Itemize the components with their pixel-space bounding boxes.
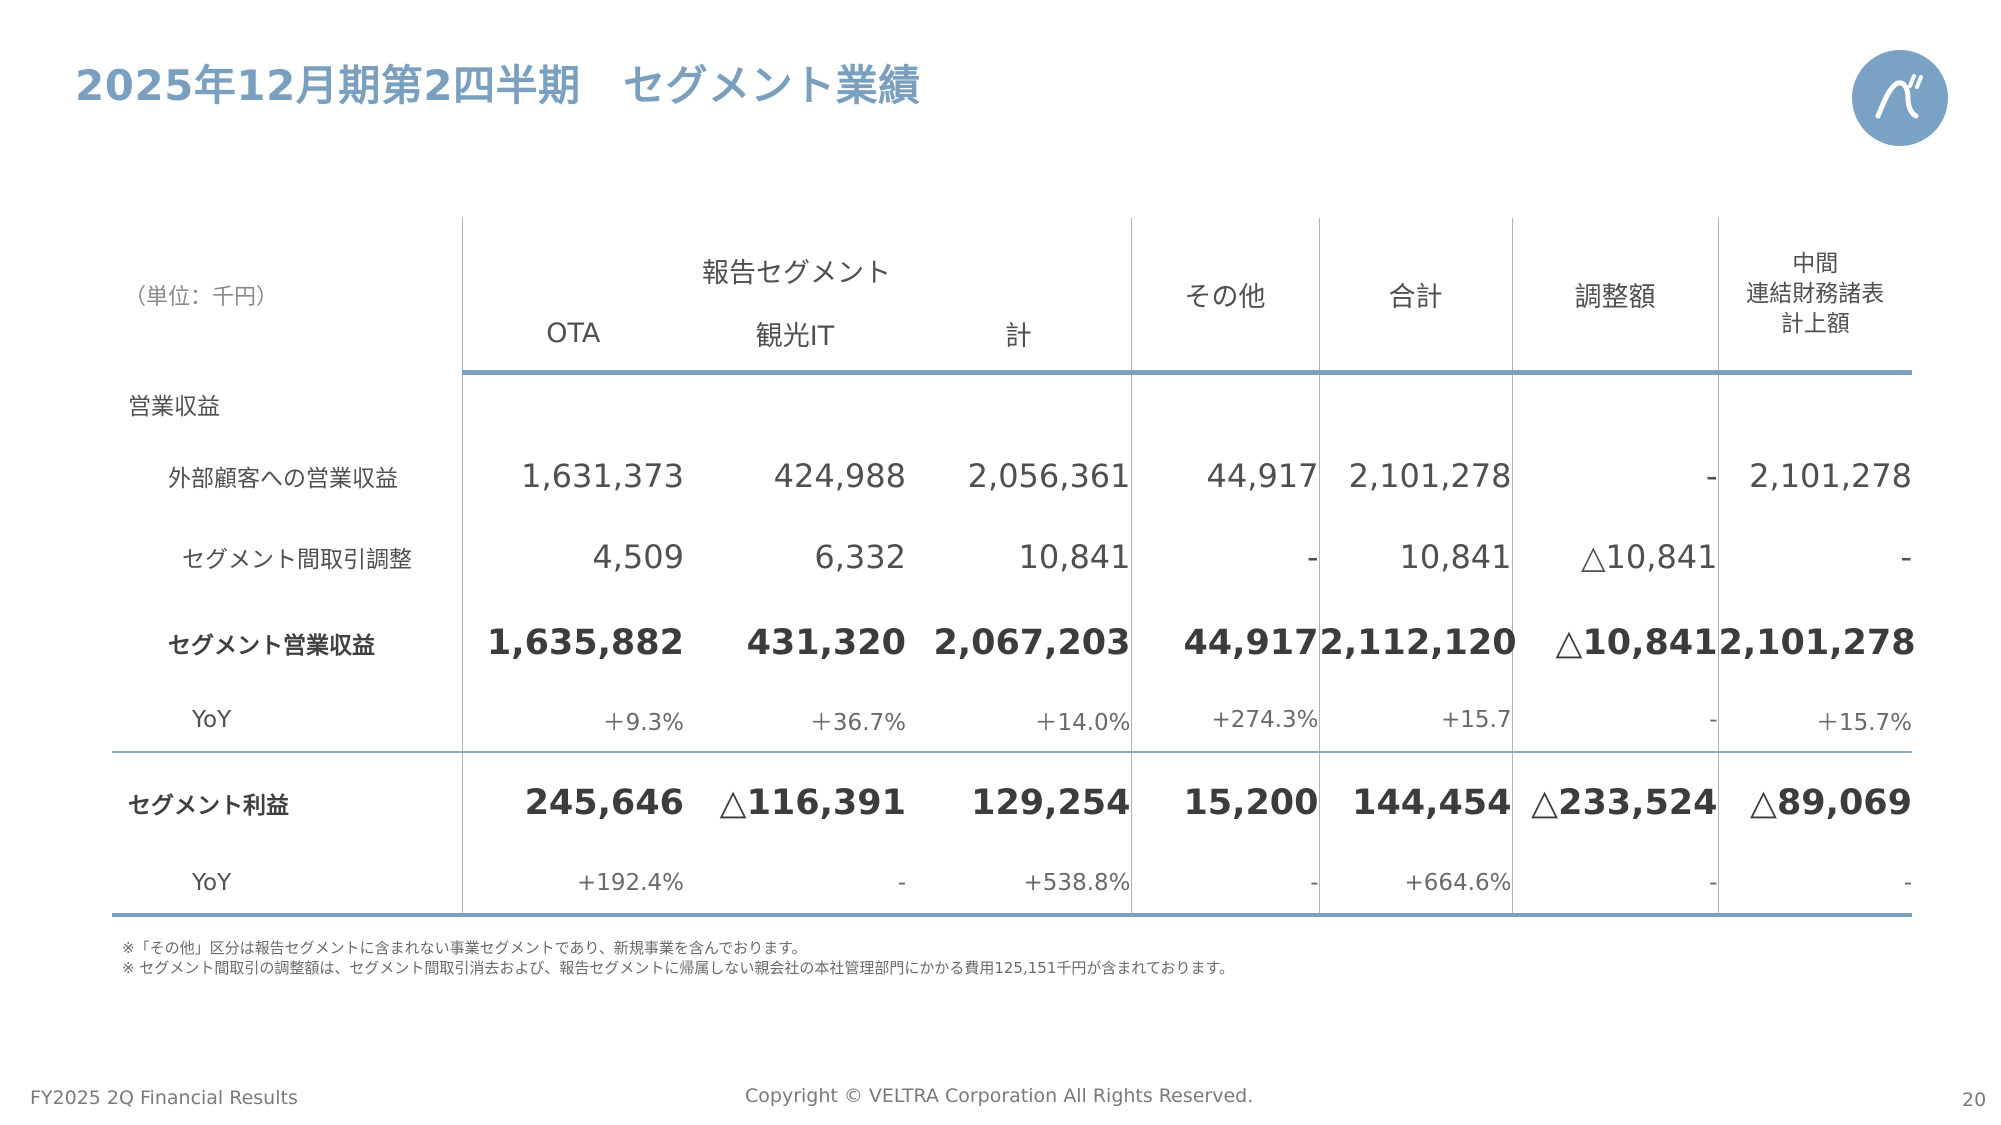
row-label: 外部顧客への営業収益: [168, 466, 398, 492]
cell-goukei: 2,112,120: [1318, 597, 1517, 689]
table-row: YoY +192.4% - +538.8% - +664.6% - -: [112, 853, 1913, 917]
cell-chouseigaku: -: [1511, 853, 1719, 917]
row-label: セグメント営業収益: [168, 633, 375, 659]
row-label: セグメント間取引調整: [182, 547, 412, 573]
table-row: 外部顧客への営業収益 1,631,373 424,988 2,056,361 4…: [112, 435, 1913, 517]
cell-kanko-it: -: [684, 853, 906, 917]
header-chukan-line3: 計上額: [1780, 311, 1850, 337]
cell-goukei: +15.7: [1318, 689, 1513, 753]
cell-sonota: 15,200: [1130, 752, 1320, 853]
header-sub-row: OTA 観光IT 計: [112, 296, 1912, 375]
cell-chukan: 2,101,278: [1717, 597, 1916, 689]
cell-kei: 2,056,361: [967, 457, 1131, 495]
header-sonota: その他: [1130, 218, 1320, 375]
section-label-revenue: 営業収益: [128, 393, 220, 420]
header-chouseigaku: 調整額: [1511, 218, 1719, 375]
cell-chouseigaku: -: [1511, 435, 1719, 517]
footnote: ※「その他」区分は報告セグメントに含まれない事業セグメントであり、新規事業を含ん…: [122, 939, 807, 957]
row-label: YoY: [112, 853, 462, 917]
row-label: セグメント利益: [128, 793, 289, 819]
cell-chukan: -: [1717, 517, 1913, 597]
header-kanko-it: 観光IT: [684, 296, 906, 375]
header-goukei: 合計: [1318, 218, 1513, 375]
cell-ota: +192.4%: [461, 853, 684, 917]
cell-chukan: 2,101,278: [1717, 435, 1913, 517]
footer-copyright: Copyright © VELTRA Corporation All Right…: [745, 1085, 1254, 1107]
header-row: （単位：千円） 報告セグメント その他 合計 調整額 中間 連結財務諸表 計上額: [112, 218, 1913, 375]
cell-chouseigaku: △10,841: [1511, 517, 1719, 597]
cell-chouseigaku: -: [1511, 689, 1719, 753]
cell-kanko-it: ＋36.7%: [684, 689, 906, 753]
section-row-revenue: 営業収益: [112, 372, 1913, 435]
cell-kei: 2,067,203: [933, 623, 1131, 663]
cell-goukei: 2,101,278: [1318, 435, 1513, 517]
cell-goukei: 144,454: [1318, 752, 1513, 853]
header-ota: OTA: [461, 296, 684, 375]
table-row: セグメント利益 245,646 △116,391 129,254 15,200 …: [112, 752, 1913, 853]
cell-ota: 1,631,373: [461, 435, 684, 517]
row-label: YoY: [112, 689, 462, 753]
cell-sonota: 44,917: [1130, 597, 1320, 689]
cell-kei: 10,841: [1018, 538, 1131, 576]
company-logo: [1852, 50, 1948, 146]
cell-ota: 245,646: [461, 752, 684, 853]
cell-goukei: 10,841: [1318, 517, 1513, 597]
cell-chouseigaku: △10,841: [1511, 597, 1719, 689]
cell-kanko-it: 424,988: [773, 457, 906, 495]
cell-kei: +538.8%: [906, 853, 1132, 917]
cell-chukan: -: [1717, 853, 1913, 917]
table-row: YoY ＋9.3% ＋36.7% ＋14.0% +274.3% +15.7 - …: [112, 689, 1913, 753]
unit-label: （単位：千円）: [124, 285, 279, 311]
table-row: セグメント間取引調整 4,509 6,332 10,841 - 10,841 △…: [112, 517, 1913, 597]
cell-sonota: -: [1130, 853, 1320, 917]
cell-ota: ＋9.3%: [461, 689, 684, 753]
cell-kei: 129,254: [971, 783, 1131, 823]
header-chukan-line1: 中間: [1792, 251, 1839, 277]
cell-chukan: △89,069: [1717, 752, 1913, 853]
segment-results-table: （単位：千円） 報告セグメント その他 合計 調整額 中間 連結財務諸表 計上額…: [112, 218, 1916, 917]
table-row: セグメント営業収益 1,635,882 431,320 2,067,203 44…: [112, 597, 1916, 689]
cell-chukan: ＋15.7%: [1717, 689, 1913, 753]
cell-kei: ＋14.0%: [906, 689, 1132, 753]
header-report-segment: 報告セグメント: [461, 218, 1132, 296]
cell-kanko-it: 431,320: [746, 623, 906, 663]
cell-sonota: -: [1130, 517, 1320, 597]
header-kei: 計: [906, 296, 1132, 375]
footnote: ※ セグメント間取引の調整額は、セグメント間取引消去および、報告セグメントに帰属…: [122, 959, 1234, 977]
cell-chouseigaku: △233,524: [1511, 752, 1719, 853]
header-chukan-line2: 連結財務諸表: [1746, 281, 1885, 307]
cell-kanko-it: 6,332: [814, 538, 906, 576]
page-title: 2025年12月期第2四半期 セグメント業績: [75, 61, 921, 110]
cell-kanko-it: △116,391: [719, 783, 906, 823]
cell-ota: 1,635,882: [461, 597, 684, 689]
footer-doc-title: FY2025 2Q Financial Results: [30, 1087, 298, 1109]
page-number: 20: [1962, 1089, 1987, 1111]
cell-sonota: +274.3%: [1130, 689, 1320, 753]
cell-ota: 4,509: [461, 517, 684, 597]
footnotes: ※「その他」区分は報告セグメントに含まれない事業セグメントであり、新規事業を含ん…: [122, 938, 1234, 978]
cell-sonota: 44,917: [1130, 435, 1320, 517]
header-chukan: 中間 連結財務諸表 計上額: [1717, 218, 1913, 375]
cell-goukei: +664.6%: [1318, 853, 1513, 917]
